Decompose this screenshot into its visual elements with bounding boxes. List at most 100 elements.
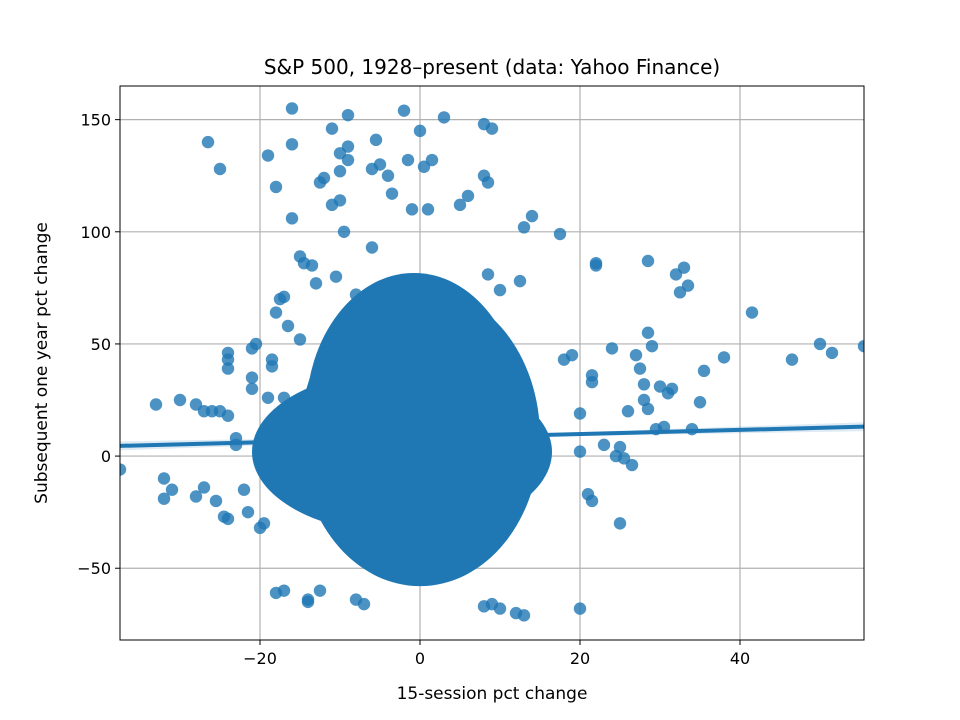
data-point <box>453 198 467 212</box>
data-point <box>365 241 379 254</box>
data-point <box>149 398 163 411</box>
data-point <box>585 494 599 508</box>
data-point <box>333 194 347 207</box>
data-point <box>585 369 599 382</box>
data-point <box>285 102 299 115</box>
data-point <box>597 438 611 452</box>
data-point <box>173 393 187 407</box>
data-point <box>337 225 351 238</box>
data-point <box>697 364 711 378</box>
data-point <box>629 348 643 362</box>
data-point <box>633 362 647 375</box>
data-point <box>857 339 864 353</box>
data-point <box>573 407 587 420</box>
dense-point-cluster <box>306 272 522 557</box>
data-point <box>293 333 307 346</box>
data-point <box>693 396 707 409</box>
data-point <box>321 346 335 360</box>
data-point <box>613 517 627 530</box>
data-point <box>437 111 451 124</box>
y-tick-label: 150 <box>80 111 111 130</box>
data-point <box>825 346 839 360</box>
data-point <box>209 494 223 508</box>
data-point <box>265 360 279 373</box>
data-point <box>641 326 655 339</box>
data-points <box>120 102 864 622</box>
data-point <box>341 140 355 153</box>
chart-title: S&P 500, 1928–present (data: Yahoo Finan… <box>264 55 720 79</box>
regression-line <box>120 424 864 448</box>
data-point <box>681 279 695 292</box>
data-point <box>357 597 371 611</box>
data-point <box>461 189 475 203</box>
data-point <box>325 122 339 135</box>
data-point <box>257 517 271 530</box>
data-point <box>261 391 275 404</box>
y-tick-label: 50 <box>91 335 111 354</box>
data-point <box>249 337 263 351</box>
data-point <box>369 133 383 147</box>
data-point <box>305 259 319 272</box>
data-point <box>213 162 227 176</box>
data-point <box>401 153 415 167</box>
data-point <box>405 203 419 216</box>
x-tick-label: −20 <box>243 649 277 668</box>
data-point <box>397 104 411 117</box>
data-point <box>381 169 395 182</box>
data-point <box>621 405 635 418</box>
data-point <box>329 270 343 283</box>
data-point <box>269 306 283 319</box>
data-point <box>313 584 327 597</box>
data-point <box>197 481 211 494</box>
data-point <box>573 602 587 615</box>
plot-frame <box>119 85 865 641</box>
data-point <box>285 212 299 225</box>
data-point <box>717 351 731 364</box>
data-point <box>201 135 215 149</box>
regression-layer <box>120 424 864 448</box>
data-point <box>241 505 255 519</box>
data-point <box>565 348 579 362</box>
data-point <box>613 440 627 454</box>
x-tick-label: 20 <box>570 649 590 668</box>
data-point <box>189 490 203 503</box>
data-point <box>309 277 323 290</box>
data-point <box>425 153 439 167</box>
data-point <box>221 353 235 366</box>
data-point <box>645 339 659 353</box>
data-point <box>277 584 291 597</box>
data-point <box>525 209 539 223</box>
data-point <box>813 337 827 351</box>
data-point <box>625 458 639 472</box>
data-point <box>301 595 315 609</box>
data-point <box>493 602 507 615</box>
x-tick-label: 40 <box>730 649 750 668</box>
data-point <box>785 353 799 366</box>
data-point <box>221 362 235 375</box>
data-point <box>157 492 171 505</box>
data-point <box>373 158 387 171</box>
x-axis-label: 15-session pct change <box>397 684 588 704</box>
data-point <box>277 290 291 304</box>
data-point <box>573 445 587 458</box>
data-point <box>245 382 259 395</box>
data-point <box>513 274 527 288</box>
data-point <box>517 609 531 622</box>
data-point <box>517 221 531 234</box>
data-point <box>317 171 331 185</box>
data-point <box>245 371 259 384</box>
data-point <box>165 483 179 496</box>
data-point <box>493 283 507 297</box>
y-tick-label: 100 <box>80 223 111 242</box>
data-point <box>641 254 655 268</box>
data-point <box>481 176 495 189</box>
y-tick-label: 0 <box>101 447 111 466</box>
data-point <box>221 409 235 422</box>
y-axis-ticks: −50 0 50 100 150 <box>77 111 120 578</box>
data-point <box>237 483 251 496</box>
data-point <box>665 382 679 395</box>
y-axis-label: Subsequent one year pct change <box>32 222 52 504</box>
data-point <box>157 472 171 485</box>
data-point <box>485 122 499 135</box>
